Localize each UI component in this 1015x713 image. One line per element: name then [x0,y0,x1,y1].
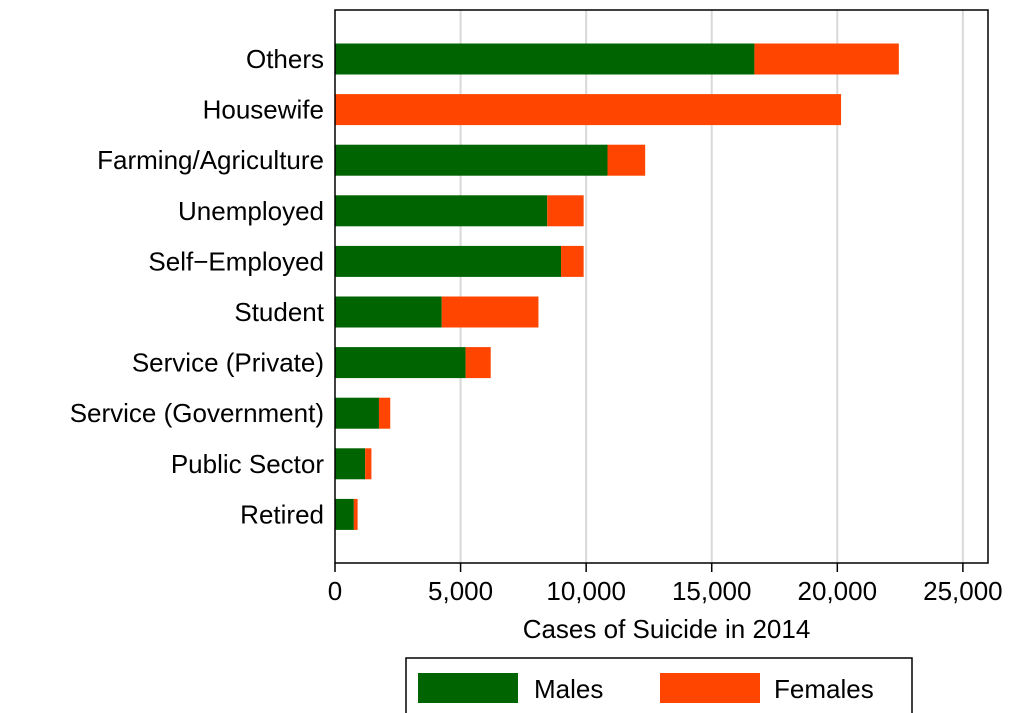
bar-males [335,296,442,328]
bar-males [335,448,366,480]
bar-females [607,144,646,176]
category-label: Student [234,297,324,327]
x-tick-label: 20,000 [798,576,878,606]
category-label: Housewife [203,95,324,125]
x-axis-ticks: 0 5,000 10,000 15,000 20,000 25,000 [328,563,1003,606]
category-labels: Others Housewife Farming/Agriculture Unempl… [70,44,325,529]
bar-males [335,397,379,429]
category-label: Service (Government) [70,398,324,428]
category-label: Farming/Agriculture [97,145,324,175]
bar-females [365,448,372,480]
category-label: Self−Employed [148,246,324,276]
bar-females [441,296,539,328]
category-label: Service (Private) [132,348,324,378]
category-label: Unemployed [178,196,324,226]
bar-group [335,43,899,530]
legend-swatch-females [660,673,760,703]
legend-label-males: Males [534,674,603,704]
category-label: Retired [240,499,324,529]
x-tick-label: 15,000 [672,576,752,606]
x-tick-label: 10,000 [546,576,626,606]
bar-males [335,245,562,277]
legend: Males Females [405,657,913,713]
bar-females [754,43,899,75]
bar-males [335,144,608,176]
bar-females [335,94,842,126]
plot-frame [334,9,989,564]
bar-females [547,195,584,227]
grid-lines [459,10,964,563]
bar-males [335,498,354,530]
bar-females [378,397,391,429]
legend-label-females: Females [774,674,874,704]
legend-swatch-males [418,673,518,703]
x-tick-label: 25,000 [923,576,1003,606]
category-label: Public Sector [171,449,325,479]
bar-females [561,245,584,277]
bar-females [353,498,358,530]
bar-males [335,43,755,75]
x-tick-label: 0 [328,576,342,606]
bar-males [335,195,548,227]
category-label: Others [246,44,324,74]
bar-females [465,347,491,379]
x-tick-label: 5,000 [428,576,493,606]
x-axis-title: Cases of Suicide in 2014 [523,614,811,644]
bar-males [335,347,466,379]
